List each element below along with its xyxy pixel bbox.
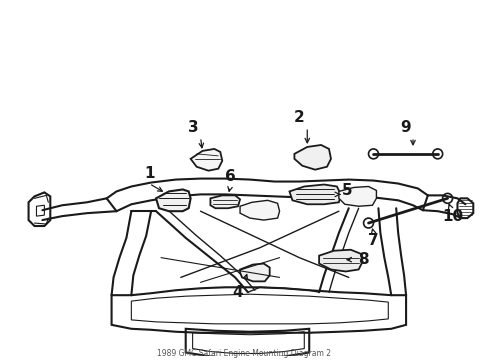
Text: 9: 9	[399, 120, 409, 135]
Circle shape	[164, 192, 181, 208]
Text: 3: 3	[188, 120, 199, 135]
Text: 1: 1	[143, 166, 154, 181]
Text: 2: 2	[293, 110, 304, 125]
Polygon shape	[156, 189, 190, 211]
Text: 1989 GMC Safari Engine Mounting Diagram 2: 1989 GMC Safari Engine Mounting Diagram …	[157, 348, 330, 357]
Polygon shape	[319, 250, 362, 271]
Text: 7: 7	[367, 233, 378, 248]
Polygon shape	[294, 145, 330, 170]
Polygon shape	[210, 195, 240, 208]
Text: 10: 10	[441, 209, 462, 224]
Text: 6: 6	[224, 169, 235, 184]
Polygon shape	[240, 200, 279, 220]
Polygon shape	[190, 149, 222, 171]
Polygon shape	[240, 264, 269, 282]
Text: 5: 5	[341, 183, 351, 198]
Text: 4: 4	[232, 285, 243, 300]
Text: 8: 8	[358, 252, 368, 267]
Polygon shape	[289, 185, 340, 204]
Polygon shape	[338, 186, 376, 206]
